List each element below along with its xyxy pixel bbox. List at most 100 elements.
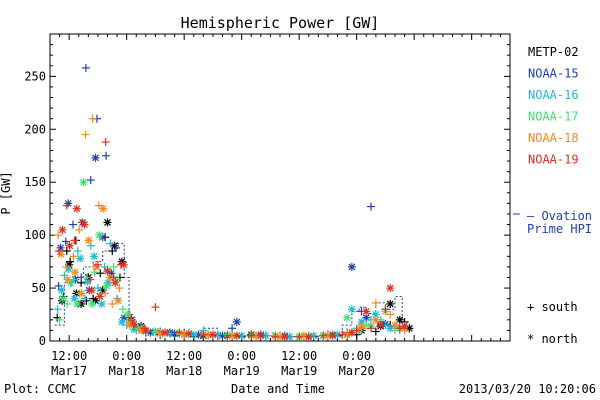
chart-title: Hemispheric Power [GW] xyxy=(181,14,380,32)
ovation-hpi-series xyxy=(54,243,410,338)
north-point xyxy=(280,332,289,341)
south-point xyxy=(106,239,115,248)
north-point xyxy=(88,299,97,308)
plot-credit: Plot: CCMC xyxy=(4,382,76,396)
south-point xyxy=(54,231,63,240)
south-point xyxy=(112,243,121,252)
north-point xyxy=(95,292,104,301)
north-point xyxy=(92,262,100,271)
south-point xyxy=(73,247,82,256)
north-point xyxy=(129,320,138,329)
y-axis: 0 50 100 150 200 250 xyxy=(24,44,510,348)
south-point xyxy=(96,269,105,278)
south-point xyxy=(75,225,84,234)
south-point xyxy=(54,281,63,290)
south-point xyxy=(55,315,64,324)
y-tick-label: 0 xyxy=(39,334,46,348)
north-point xyxy=(103,218,112,227)
north-point xyxy=(57,286,66,295)
legend-entry: NOAA-15 xyxy=(528,67,579,81)
north-point xyxy=(72,204,81,213)
north-point xyxy=(65,241,74,250)
south-point xyxy=(386,310,395,319)
north-point xyxy=(232,317,241,326)
north-point xyxy=(87,286,96,295)
south-marker-legend: + south xyxy=(527,300,578,314)
south-point xyxy=(223,331,232,340)
north-point xyxy=(80,220,89,229)
south-point xyxy=(381,305,390,314)
south-point xyxy=(101,137,110,146)
south-point xyxy=(93,284,102,293)
north-point xyxy=(343,313,352,322)
ovation-legend-line1: — Ovation xyxy=(527,209,592,223)
x-tick-label-date: Mar20 xyxy=(339,364,375,378)
north-point xyxy=(64,199,73,208)
x-tick-label-time: 0:00 xyxy=(112,349,141,363)
north-point xyxy=(70,294,79,303)
x-axis: 12:00Mar170:00Mar1812:00Mar180:00Mar1912… xyxy=(51,34,501,378)
south-point xyxy=(151,303,160,312)
north-point xyxy=(103,267,112,276)
north-point xyxy=(79,178,88,187)
north-point xyxy=(114,296,123,305)
y-tick-label: 150 xyxy=(24,175,46,189)
ovation-hpi-line xyxy=(54,243,410,338)
x-tick-label-date: Mar19 xyxy=(281,364,317,378)
legend-entry: NOAA-19 xyxy=(528,153,579,167)
north-point xyxy=(97,299,106,308)
south-point xyxy=(126,313,135,322)
north-point xyxy=(58,294,67,303)
south-point xyxy=(102,151,111,160)
x-tick-label-date: Mar17 xyxy=(51,364,87,378)
legend-entry: METP-02 xyxy=(528,45,579,59)
north-point xyxy=(347,305,356,314)
south-point xyxy=(295,332,304,341)
x-tick-label-time: 0:00 xyxy=(227,349,256,363)
north-point xyxy=(70,268,79,277)
legend-entry: NOAA-17 xyxy=(528,110,579,124)
north-point xyxy=(84,236,93,245)
north-point xyxy=(141,326,150,335)
south-point xyxy=(109,262,118,271)
north-point xyxy=(58,225,67,234)
south-point xyxy=(319,331,328,340)
south-point xyxy=(271,332,280,341)
x-tick-label-time: 12:00 xyxy=(281,349,317,363)
south-point xyxy=(53,305,62,314)
x-tick-label-time: 0:00 xyxy=(342,349,371,363)
y-tick-label: 50 xyxy=(32,281,46,295)
north-point xyxy=(376,321,385,330)
north-point xyxy=(111,278,120,287)
south-point xyxy=(69,220,77,229)
north-point xyxy=(90,252,99,261)
north-point xyxy=(99,204,108,213)
legend-entry: NOAA-16 xyxy=(528,88,579,102)
satellite-data-points xyxy=(53,63,414,341)
x-tick-label-date: Mar19 xyxy=(224,364,260,378)
north-point xyxy=(395,315,404,324)
north-point xyxy=(347,262,356,271)
north-point xyxy=(91,153,100,162)
north-marker-legend: * north xyxy=(527,332,578,346)
north-point xyxy=(362,307,371,316)
plot-frame xyxy=(49,33,511,342)
north-point xyxy=(391,321,399,330)
plot-timestamp: 2013/03/20 10:20:06 xyxy=(459,382,596,396)
south-point xyxy=(371,298,380,307)
south-point xyxy=(60,271,69,280)
north-point xyxy=(357,322,366,331)
south-point xyxy=(62,201,71,210)
north-point xyxy=(386,299,395,308)
legend-entry: NOAA-18 xyxy=(528,131,579,145)
north-point xyxy=(347,328,356,337)
north-point xyxy=(95,231,104,240)
south-point xyxy=(86,275,95,284)
north-point xyxy=(119,260,128,269)
north-point xyxy=(208,330,217,339)
south-point xyxy=(338,330,347,339)
north-point xyxy=(117,317,126,326)
north-point xyxy=(232,331,241,340)
north-point xyxy=(77,289,86,298)
north-point xyxy=(110,241,119,250)
